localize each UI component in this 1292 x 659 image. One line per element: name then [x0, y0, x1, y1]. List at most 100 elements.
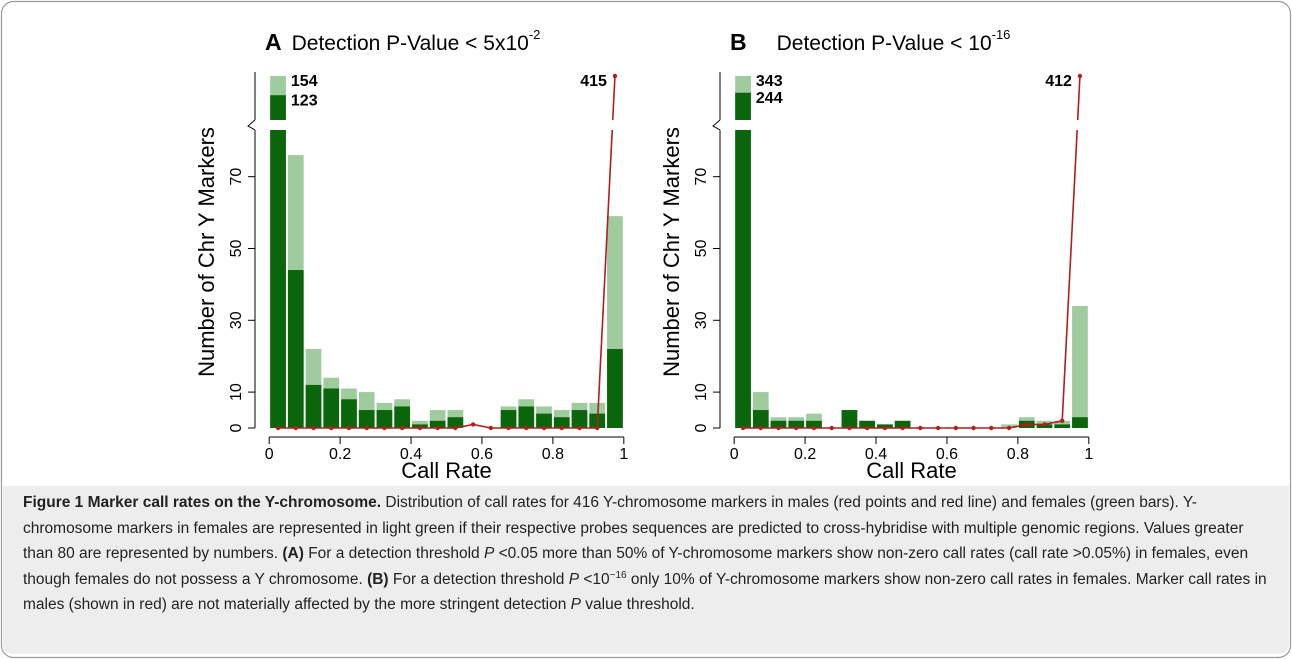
y-tick-label: 50 [693, 239, 710, 257]
point [293, 425, 298, 431]
point [847, 425, 852, 431]
point [364, 425, 369, 431]
caption-text: P [568, 570, 580, 588]
point [1060, 418, 1065, 424]
caption-text: P [570, 596, 581, 613]
bar [859, 420, 876, 428]
point [346, 425, 352, 431]
axis-break [243, 120, 638, 130]
caption-text: (A) [282, 545, 304, 562]
x-tick-label: 1 [1084, 446, 1093, 463]
panel-label: B [730, 29, 747, 55]
bar [376, 410, 393, 428]
point [829, 425, 834, 431]
point [541, 425, 547, 431]
point [559, 425, 564, 431]
value-label: 154 [291, 73, 318, 90]
caption-text: Distribution of call rates for 416 Y-chr… [23, 494, 1244, 562]
x-tick-label: 0 [730, 446, 739, 463]
bar [894, 420, 911, 428]
point [1024, 422, 1029, 427]
caption-text: Figure 1 Marker call rates on the Y-chro… [23, 494, 382, 511]
point [399, 425, 405, 431]
bar [841, 410, 858, 428]
line [278, 75, 616, 429]
bar [770, 420, 787, 428]
point [595, 425, 600, 431]
panel-label: A [265, 29, 282, 55]
bar [607, 349, 623, 428]
point [1042, 422, 1047, 427]
bar [1072, 305, 1088, 428]
point [329, 425, 334, 431]
bar [323, 388, 340, 428]
y-tick-label: 10 [693, 383, 710, 401]
point [811, 425, 817, 431]
bar [341, 399, 357, 428]
value-label: 415 [580, 73, 607, 90]
bar [358, 410, 375, 428]
point [524, 425, 529, 431]
point [311, 425, 316, 431]
x-axis-label: Call Rate [401, 458, 491, 483]
bar [1072, 417, 1088, 428]
caption-text: For a detection threshold [303, 545, 484, 562]
title-superscript: -2 [529, 27, 541, 42]
caption-text: For a detection threshold [388, 570, 569, 588]
value-label: 123 [291, 92, 318, 109]
y-tick-label: 10 [228, 383, 245, 401]
value-label: 244 [756, 90, 783, 107]
x-tick-label: 0.6 [471, 446, 493, 463]
bar [447, 417, 464, 428]
point [740, 425, 746, 431]
point [953, 425, 959, 431]
point [1006, 425, 1012, 431]
bar [500, 410, 517, 428]
y-tick-label: 70 [693, 168, 710, 186]
bar [553, 417, 570, 428]
point [506, 425, 511, 431]
chart-title: B Detection P-Value < 10-16 [730, 27, 1010, 55]
point [1077, 73, 1083, 79]
point [577, 425, 582, 431]
caption-text: (B) [367, 570, 389, 588]
x-tick-label: 1 [619, 446, 628, 463]
x-tick-label: 0.4 [400, 446, 422, 463]
bar [394, 406, 411, 428]
bar [571, 410, 588, 428]
point [417, 425, 423, 431]
x-tick-label: 0 [265, 446, 274, 463]
point [453, 425, 458, 431]
y-axis-label: Number of Chr Y Markers [194, 127, 219, 377]
x-tick-label: 0.2 [794, 446, 816, 463]
bar [287, 270, 304, 428]
bar [429, 420, 446, 428]
chart-title: A Detection P-Value < 5x10-2 [265, 27, 540, 55]
point [935, 425, 941, 431]
axis-break [708, 120, 1103, 130]
point [794, 425, 799, 431]
bar [806, 420, 822, 428]
title-text: Detection P-Value < 5x10 [292, 32, 529, 55]
point [488, 425, 494, 431]
point [470, 422, 476, 427]
value-label: 343 [756, 73, 783, 90]
x-tick-label: 0.8 [1007, 446, 1029, 463]
caption-text: −16 [609, 569, 627, 581]
bar [1054, 424, 1071, 428]
y-axis-label: Number of Chr Y Markers [659, 127, 684, 377]
bar [518, 406, 535, 428]
point [900, 425, 905, 431]
axis-break-mark [712, 119, 721, 131]
point [382, 425, 387, 431]
caption: Figure 1 Marker call rates on the Y-chro… [3, 486, 1289, 654]
x-tick-label: 0.8 [542, 446, 564, 463]
y-tick-label: 30 [228, 311, 245, 329]
axis-break-mark [247, 119, 256, 131]
point [918, 425, 923, 431]
point [612, 73, 618, 79]
caption-text: <10 [579, 570, 610, 588]
